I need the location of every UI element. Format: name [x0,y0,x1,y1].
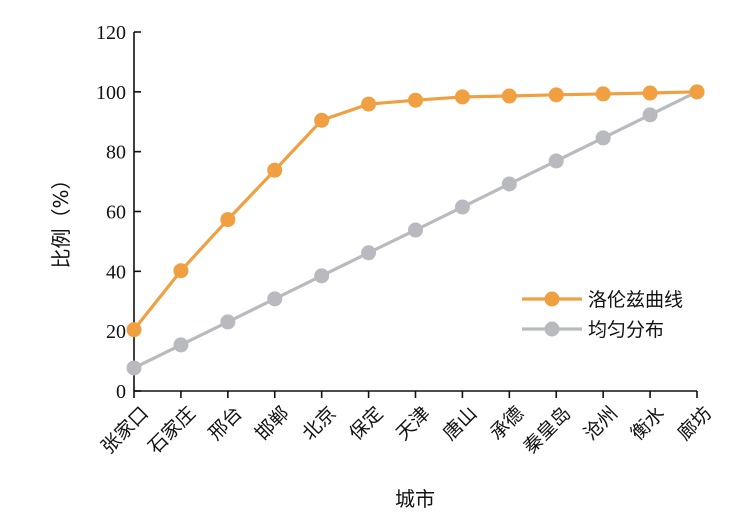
data-point [408,222,423,238]
x-axis-title: 城市 [395,487,435,511]
legend-swatch-marker [544,291,560,307]
data-point [267,291,283,307]
y-tick-label: 0 [116,381,126,403]
legend-swatch-marker [544,321,560,337]
data-point [501,88,517,104]
x-tick-label: 廊坊 [674,402,716,444]
data-point [595,86,611,102]
data-point [642,85,658,101]
data-point [267,162,283,178]
x-tick-label: 邢台 [204,402,246,444]
x-tick-label: 邯郸 [251,402,293,444]
data-point [548,87,564,103]
series-1 [126,84,705,376]
data-point [126,360,142,376]
data-point [361,96,377,112]
legend-label: 洛伦兹曲线 [588,289,683,311]
x-tick-label: 唐山 [439,402,481,444]
data-point [454,199,470,215]
x-tick-label: 沧州 [580,402,622,444]
data-point [548,153,564,169]
y-axis: 0 20 40 60 80 100 120 [96,22,141,403]
data-point [220,212,236,228]
data-point [173,337,189,353]
y-tick-label: 60 [106,202,126,224]
x-tick-label: 北京 [298,402,340,444]
data-point [314,268,330,284]
y-tick-label: 20 [106,321,126,343]
data-point [689,84,705,100]
legend-label: 均匀分布 [588,319,664,341]
data-point [501,176,517,192]
data-point [173,263,189,279]
x-tick-label: 承德 [486,402,528,444]
x-tick-label: 张家口 [97,402,153,458]
data-point [454,89,470,105]
data-point [361,245,377,261]
y-axis-title: 比例（%） [49,169,73,268]
data-point [126,322,142,338]
y-tick-label: 40 [106,261,126,283]
y-tick-label: 80 [106,142,126,164]
data-point [642,107,658,123]
x-tick-label: 衡水 [627,402,669,444]
data-point [408,92,423,108]
data-point [220,314,236,330]
series-layer [126,84,705,376]
legend-item: 洛伦兹曲线 [522,289,683,311]
x-tick-label: 天津 [392,402,434,444]
series-0 [126,84,705,338]
data-point [314,112,330,128]
x-tick-label: 秦皇岛 [519,402,575,458]
y-tick-label: 120 [96,22,126,44]
x-tick-label: 保定 [345,402,387,444]
x-tick-label: 石家庄 [144,402,200,458]
y-tick-label: 100 [96,82,126,104]
legend-item: 均匀分布 [522,319,664,341]
data-point [595,130,611,146]
